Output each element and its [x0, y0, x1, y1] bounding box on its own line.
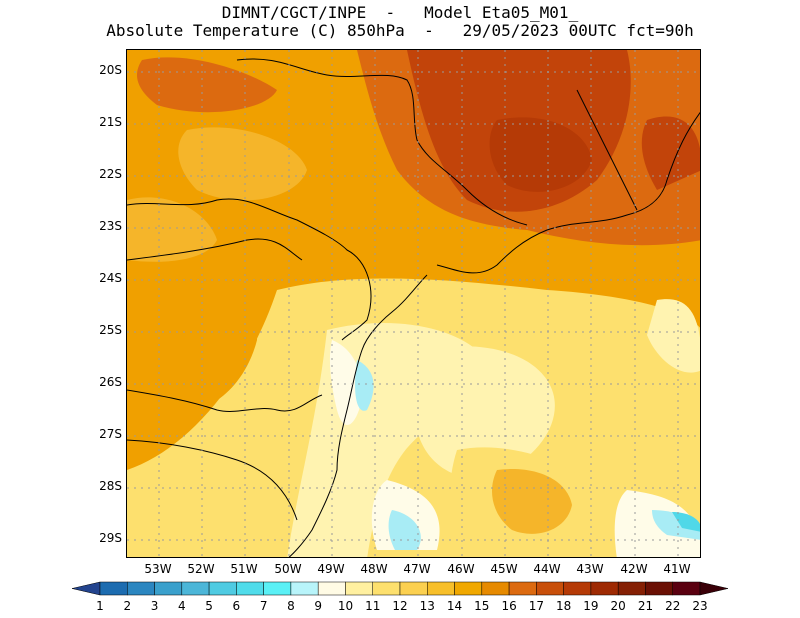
lon-label: 49W	[317, 562, 345, 576]
lat-label: 20S	[99, 63, 122, 77]
border-line	[127, 198, 372, 341]
lon-label: 48W	[360, 562, 388, 576]
colorbar-label: 13	[420, 599, 435, 613]
colorbar-swatch	[372, 581, 401, 596]
field-hot-north	[489, 117, 592, 192]
colorbar-label: 7	[260, 599, 268, 613]
colorbar-swatch	[645, 581, 673, 596]
field-cyan-southeast	[652, 510, 700, 540]
coastline-south	[288, 274, 428, 557]
temperature-field	[127, 50, 700, 557]
map-title-line-2: Absolute Temperature (C) 850hPa - 29/05/…	[106, 21, 694, 40]
lon-label: 51W	[230, 562, 258, 576]
colorbar-swatch	[263, 581, 292, 596]
lat-label: 27S	[99, 427, 122, 441]
colorbar-swatch	[454, 581, 483, 596]
lon-label: 44W	[533, 562, 561, 576]
lon-label: 47W	[403, 562, 431, 576]
colorbar-arrow-low	[71, 581, 101, 596]
colorbar-label: 12	[392, 599, 407, 613]
field-teal-southeast	[672, 512, 700, 532]
colorbar-label: 2	[123, 599, 131, 613]
colorbar-label: 5	[205, 599, 213, 613]
lon-label: 52W	[187, 562, 215, 576]
field-gold-northwest	[178, 127, 307, 201]
lon-label: 43W	[576, 562, 604, 576]
colorbar-label: 9	[314, 599, 322, 613]
colorbar-swatch	[399, 581, 428, 596]
colorbar-label: 19	[583, 599, 598, 613]
colorbar-swatch	[508, 581, 537, 596]
state-border-1	[127, 389, 323, 412]
lat-label: 29S	[99, 531, 122, 545]
colorbar-swatch	[99, 581, 128, 596]
lon-label: 50W	[274, 562, 302, 576]
colorbar-swatch	[617, 581, 646, 596]
field-pale-east-offshore	[647, 299, 700, 373]
colorbar-swatch	[536, 581, 564, 596]
colorbar-label: 16	[501, 599, 516, 613]
colorbar-label: 22	[665, 599, 680, 613]
temperature-map	[126, 49, 701, 558]
colorbar-label: 14	[447, 599, 462, 613]
colorbar-label: 18	[556, 599, 571, 613]
colorbar-label: 17	[529, 599, 544, 613]
field-orange-northwest	[137, 57, 277, 113]
colorbar-label: 10	[338, 599, 353, 613]
colorbar-swatch	[317, 581, 346, 596]
lon-label: 45W	[490, 562, 518, 576]
state-border-2	[127, 439, 298, 521]
colorbar-swatch	[154, 581, 183, 596]
coastline-and-borders	[127, 58, 700, 557]
field-gold-west	[127, 197, 217, 262]
field-cyan-coast	[355, 360, 374, 411]
colorbar-swatch	[181, 581, 210, 596]
colorbar-label: 15	[474, 599, 489, 613]
field-cyan-south	[388, 510, 421, 550]
lon-label: 46W	[447, 562, 475, 576]
colorbar-swatch	[672, 581, 701, 596]
colorbar-swatch	[127, 581, 155, 596]
field-pale-east	[415, 346, 555, 478]
field-cream	[329, 340, 362, 425]
colorbar-swatch	[345, 581, 373, 596]
lon-label: 41W	[663, 562, 691, 576]
colorbar-label: 6	[233, 599, 241, 613]
colorbar-label: 21	[638, 599, 653, 613]
graticule	[127, 50, 700, 557]
field-amber-west	[168, 287, 257, 410]
map-title-line-1: DIMNT/CGCT/INPE - Model Eta05_M01_	[221, 3, 579, 22]
colorbar-label: 8	[287, 599, 295, 613]
lat-label: 25S	[99, 323, 122, 337]
colorbar-arrow-high	[699, 581, 729, 596]
colorbar-label: 4	[178, 599, 186, 613]
lat-label: 24S	[99, 271, 122, 285]
colorbar-swatch	[290, 581, 319, 596]
colorbar-swatch	[563, 581, 592, 596]
lat-label: 22S	[99, 167, 122, 181]
lat-label: 28S	[99, 479, 122, 493]
colorbar-label: 1	[96, 599, 104, 613]
colorbar-label: 20	[611, 599, 626, 613]
lat-label: 21S	[99, 115, 122, 129]
colorbar: 1 2 3 4 5 6 7 8 9 10 11 12 13 14 15 16 17 18 19 20 21 22 23	[71, 581, 729, 613]
lat-label: 26S	[99, 375, 122, 389]
lat-label: 23S	[99, 219, 122, 233]
colorbar-swatch	[208, 581, 237, 596]
colorbar-swatch	[236, 581, 264, 596]
state-border-5	[576, 89, 638, 211]
lon-label: 53W	[144, 562, 172, 576]
state-border-4	[127, 238, 303, 261]
field-gold-sea	[492, 469, 572, 534]
colorbar-swatch	[481, 581, 510, 596]
colorbar-label: 3	[151, 599, 159, 613]
state-border-3	[236, 58, 528, 226]
colorbar-label: 11	[365, 599, 380, 613]
field-warm-east	[641, 116, 700, 190]
lon-label: 42W	[620, 562, 648, 576]
colorbar-swatch	[427, 581, 455, 596]
colorbar-label: 23	[692, 599, 707, 613]
colorbar-swatch	[590, 581, 619, 596]
coastline-northeast	[436, 111, 700, 274]
